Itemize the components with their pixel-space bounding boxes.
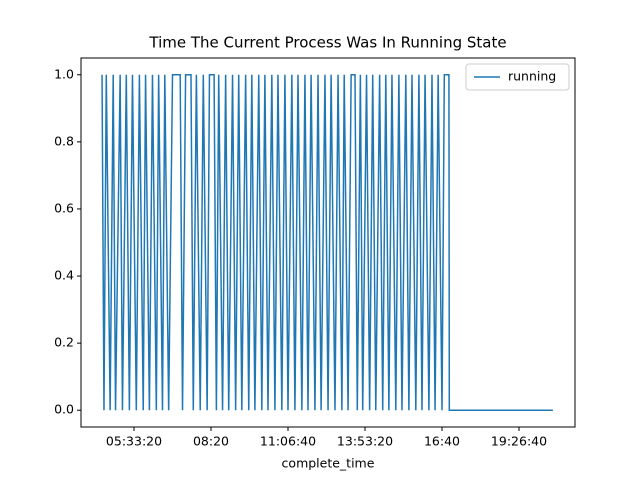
legend-box (465, 63, 570, 91)
chart-title: Time The Current Process Was In Running … (148, 34, 506, 52)
x-tick-label: 19:26:40 (491, 434, 547, 449)
y-tick-label: 0.0 (54, 402, 74, 417)
legend-label: running (508, 69, 556, 84)
plot-frame (80, 57, 576, 428)
x-tick-label: 11:06:40 (260, 434, 316, 449)
line (101, 74, 553, 411)
x-tick-label: 08:20 (193, 434, 229, 449)
y-tick-label: 0.8 (54, 133, 74, 148)
y-tick-label: 1.0 (54, 66, 74, 81)
x-tick-label: 16:40 (424, 434, 460, 449)
y-tick-label: 0.4 (54, 268, 74, 283)
x-axis-label: complete_time (282, 456, 375, 471)
x-tick-label: 13:53:20 (337, 434, 393, 449)
x-tick-label: 05:33:20 (106, 434, 162, 449)
y-tick-label: 0.2 (54, 335, 74, 350)
y-tick-label: 0.6 (54, 200, 74, 215)
